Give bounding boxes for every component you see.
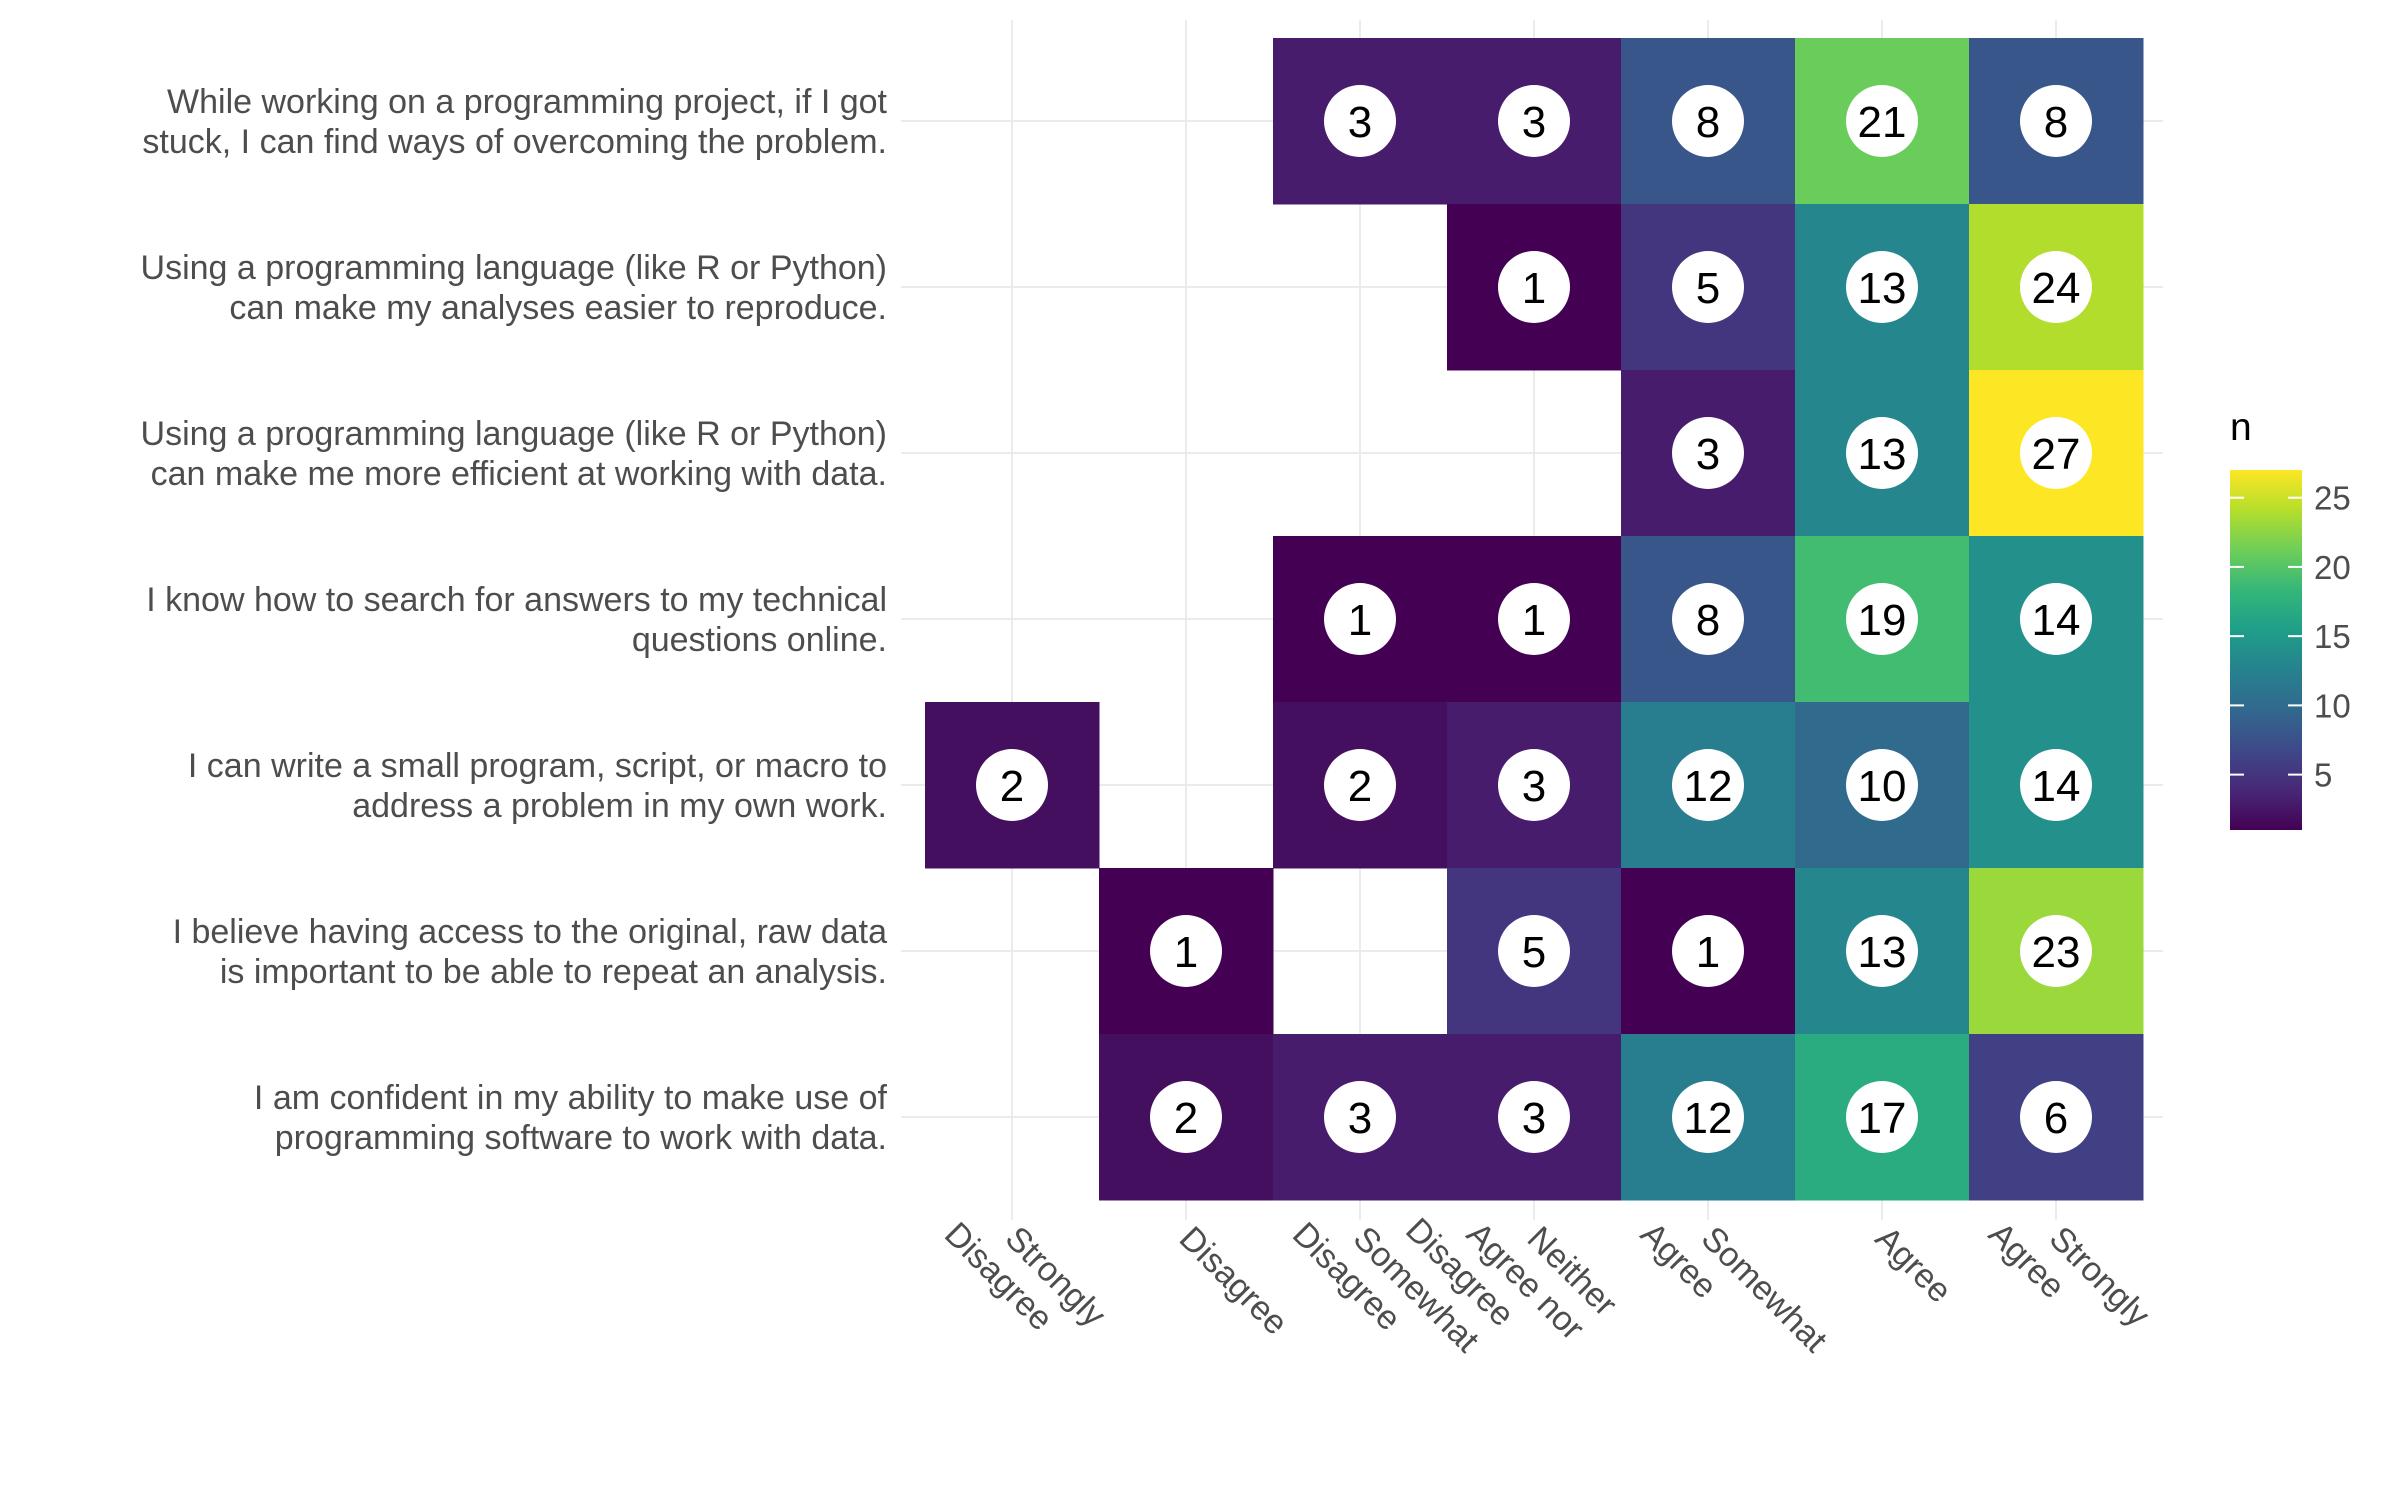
value-label-background <box>2020 915 2092 987</box>
value-label-background <box>1672 583 1744 655</box>
y-axis-tick-label: While working on a programming project, … <box>142 83 887 161</box>
tile-value-label: 1 <box>1522 264 1546 313</box>
value-label-background <box>2020 1081 2092 1153</box>
tile-value-label: 14 <box>2032 762 2081 811</box>
x-axis-tick-label: SomewhatAgree <box>1633 1187 1835 1389</box>
legend-tick-label: 20 <box>2314 549 2351 586</box>
legend-tick-label: 10 <box>2314 687 2351 724</box>
tile-value-label: 2 <box>1348 762 1372 811</box>
tile-value-label: 14 <box>2032 596 2081 645</box>
value-label-background <box>2020 583 2092 655</box>
y-axis-tick-label: I am confident in my ability to make use… <box>254 1079 888 1157</box>
value-label-background <box>1846 85 1918 157</box>
value-label-background <box>1672 251 1744 323</box>
tile-value-label: 10 <box>1858 762 1907 811</box>
x-axis-tick-label: Agree <box>1868 1219 1959 1310</box>
tile-value-label: 1 <box>1696 928 1720 977</box>
tile-value-label: 3 <box>1522 1094 1546 1143</box>
value-label-background <box>1498 583 1570 655</box>
tile-value-label: 27 <box>2032 430 2081 479</box>
tile-value-label: 5 <box>1522 928 1546 977</box>
value-label-background <box>1846 1081 1918 1153</box>
value-label-background <box>2020 749 2092 821</box>
value-label-background <box>1672 749 1744 821</box>
tile-value-label: 1 <box>1174 928 1198 977</box>
svg-text:Agree: Agree <box>1868 1219 1959 1310</box>
y-axis-tick-label: I know how to search for answers to my t… <box>146 581 887 659</box>
value-label-background <box>1672 1081 1744 1153</box>
value-label-background <box>2020 251 2092 323</box>
tile-value-label: 5 <box>1696 264 1720 313</box>
tile-value-label: 8 <box>1696 596 1720 645</box>
value-label-background <box>1846 915 1918 987</box>
legend-tick-label: 25 <box>2314 480 2351 517</box>
tile-value-label: 3 <box>1696 430 1720 479</box>
tile-value-label: 3 <box>1348 1094 1372 1143</box>
value-label-background <box>1846 583 1918 655</box>
value-label-background <box>1498 1081 1570 1153</box>
svg-text:Disagree: Disagree <box>1172 1219 1295 1342</box>
heatmap-tiles <box>925 38 2144 1201</box>
value-label-background <box>1846 417 1918 489</box>
value-label-background <box>1672 85 1744 157</box>
tile-value-label: 17 <box>1858 1094 1907 1143</box>
legend-title: n <box>2230 406 2252 449</box>
legend-tick-label: 15 <box>2314 618 2351 655</box>
value-label-background <box>1324 583 1396 655</box>
value-label-background <box>1846 749 1918 821</box>
tile-value-label: 8 <box>2044 98 2068 147</box>
color-legend: n 5 10 15 20 25 <box>2230 406 2351 830</box>
value-label-background <box>1150 915 1222 987</box>
value-label-background <box>1498 85 1570 157</box>
x-axis-tick-label: StronglyAgree <box>1981 1187 2157 1363</box>
tile-value-label: 12 <box>1684 1094 1733 1143</box>
value-label-background <box>1498 251 1570 323</box>
tile-value-label: 13 <box>1858 928 1907 977</box>
value-label-background <box>1498 915 1570 987</box>
value-label-background <box>1150 1081 1222 1153</box>
tile-value-label: 6 <box>2044 1094 2068 1143</box>
y-axis-tick-labels: While working on a programming project, … <box>141 83 888 1157</box>
value-label-background <box>1498 749 1570 821</box>
tile-value-label: 3 <box>1522 98 1546 147</box>
tile-value-label: 3 <box>1522 762 1546 811</box>
svg-text:StronglyAgree: StronglyAgree <box>1981 1187 2157 1363</box>
x-axis-tick-label: Disagree <box>1172 1219 1295 1342</box>
tile-value-label: 24 <box>2032 264 2081 313</box>
tile-value-label: 8 <box>1696 98 1720 147</box>
value-label-background <box>1672 915 1744 987</box>
value-label-background <box>1324 85 1396 157</box>
value-label-background <box>2020 417 2092 489</box>
tile-value-label: 3 <box>1348 98 1372 147</box>
value-label-background <box>1324 749 1396 821</box>
value-label-background <box>1324 1081 1396 1153</box>
x-axis-tick-label: StronglyDisagree <box>937 1187 1113 1363</box>
tile-value-labels: 3 3 8 21 81 5 13 243 13 271 1 8 19 142 2 3 12 10 141 5 1 13 23… <box>976 85 2092 1153</box>
svg-text:StronglyDisagree: StronglyDisagree <box>937 1187 1113 1363</box>
tile-value-label: 1 <box>1348 596 1372 645</box>
tile-value-label: 19 <box>1858 596 1907 645</box>
value-label-background <box>2020 85 2092 157</box>
y-axis-tick-label: Using a programming language (like R or … <box>141 249 887 327</box>
tile-value-label: 23 <box>2032 928 2081 977</box>
value-label-background <box>1672 417 1744 489</box>
value-label-background <box>976 749 1048 821</box>
svg-text:SomewhatAgree: SomewhatAgree <box>1633 1187 1835 1389</box>
legend-colorbar <box>2230 470 2302 830</box>
tile-value-label: 2 <box>1000 762 1024 811</box>
tile-value-label: 21 <box>1858 98 1907 147</box>
tile-value-label: 12 <box>1684 762 1733 811</box>
y-axis-tick-label: I believe having access to the original,… <box>173 913 888 991</box>
tile-value-label: 13 <box>1858 264 1907 313</box>
tile-value-label: 1 <box>1522 596 1546 645</box>
tile-value-label: 13 <box>1858 430 1907 479</box>
y-axis-tick-label: Using a programming language (like R or … <box>141 415 887 493</box>
legend-tick-label: 5 <box>2314 757 2332 794</box>
value-label-background <box>1846 251 1918 323</box>
tile-value-label: 2 <box>1174 1094 1198 1143</box>
y-axis-tick-label: I can write a small program, script, or … <box>188 747 887 825</box>
